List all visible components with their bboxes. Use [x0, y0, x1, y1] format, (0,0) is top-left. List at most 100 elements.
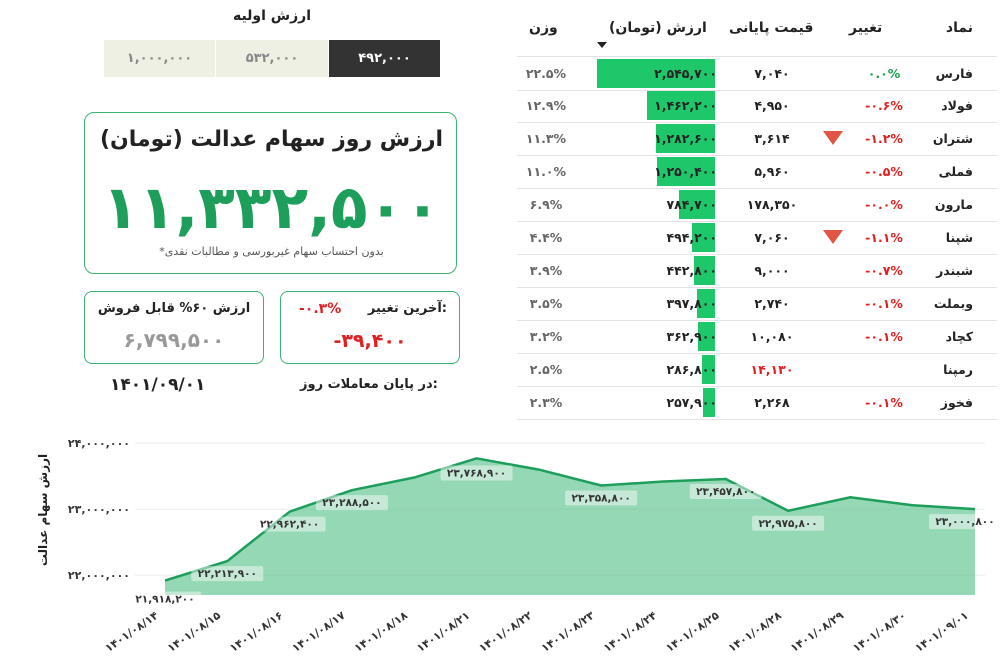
table-row[interactable]: فملی -۰.۵% ۵,۹۶۰ ۱,۲۵۰,۴۰۰ ۱۱.۰% [517, 155, 997, 189]
y-tick-label: ۲۲,۰۰۰,۰۰۰ [68, 569, 130, 582]
data-label: ۲۲,۹۷۵,۸۰۰ [758, 518, 817, 530]
weight-cell: ۱۲.۹% [525, 98, 567, 113]
weight-cell: ۶.۹% [529, 197, 563, 212]
sellable-value: ۶,۷۹۹,۵۰۰ [123, 328, 225, 352]
table-row[interactable]: شتران -۱.۲% ۳,۶۱۴ ۱,۲۸۲,۶۰۰ ۱۱.۳% [517, 122, 997, 156]
table-row[interactable]: فولاد -۰.۶% ۴,۹۵۰ ۱,۴۶۲,۲۰۰ ۱۲.۹% [517, 89, 997, 123]
weight-cell: ۳.۵% [529, 296, 563, 311]
x-tick-label: ۱۴۰۱/۰۸/۱۷ [290, 609, 348, 655]
data-label: ۲۲,۹۶۲,۴۰۰ [260, 519, 319, 531]
x-tick-label: ۱۴۰۱/۰۸/۱۴ [103, 609, 161, 655]
initial-value-option[interactable]: ۴۹۲,۰۰۰ [329, 40, 440, 77]
data-label: ۲۳,۳۵۸,۸۰۰ [572, 493, 631, 505]
change-cell: -۰.۶% [865, 98, 903, 113]
sellable-value-card: ارزش ۶۰% قابل فروش ۶,۷۹۹,۵۰۰ [84, 291, 264, 364]
data-label: ۲۳,۷۶۸,۹۰۰ [447, 467, 506, 479]
change-cell [855, 353, 913, 386]
daily-value-note: *بدون احتساب سهام غیربورسی و مطالبات نقد… [159, 245, 384, 258]
value-bar [703, 388, 715, 417]
table-row[interactable]: وبملت -۰.۱% ۲,۷۴۰ ۳۹۷,۸۰۰ ۳.۵% [517, 287, 997, 321]
change-cell: -۰.۱% [865, 395, 903, 410]
data-label-bg [565, 490, 638, 506]
change-cell: -۰.۱% [865, 296, 903, 311]
header-weight[interactable]: وزن [529, 20, 558, 36]
value-cell: ۱,۴۶۲,۲۰۰ [654, 98, 717, 113]
daily-value-card: ارزش روز سهام عدالت (تومان) ۱۱,۳۳۲,۵۰۰ *… [84, 112, 457, 274]
data-label-bg [315, 495, 388, 511]
table-row[interactable]: مارون -۰.۰% ۱۷۸,۳۵۰ ۷۸۴,۷۰۰ ۶.۹% [517, 188, 997, 222]
value-bar [696, 289, 715, 318]
y-tick-label: ۲۴,۰۰۰,۰۰۰ [68, 437, 130, 450]
last-change-percent: -۰.۳% [299, 301, 342, 317]
price-cell: ۲,۲۶۸ [754, 395, 790, 410]
header-value[interactable]: ارزش (تومان) [609, 20, 707, 36]
value-bar [698, 322, 715, 351]
end-of-day-label: در پایان معاملات روز: [300, 377, 438, 392]
initial-value-option[interactable]: ۱,۰۰۰,۰۰۰ [104, 40, 215, 77]
header-price[interactable]: قیمت پایانی [729, 20, 814, 36]
weight-cell: ۲.۳% [529, 395, 563, 410]
table-row[interactable]: رمپنا ۱۴,۱۳۰ ۲۸۶,۸۰۰ ۲.۵% [517, 353, 997, 387]
sort-desc-icon[interactable] [597, 42, 607, 48]
table-row[interactable]: کچاد -۰.۱% ۱۰,۰۸۰ ۳۶۲,۹۰۰ ۳.۲% [517, 320, 997, 354]
weight-cell: ۱۱.۳% [525, 131, 567, 146]
symbol-cell: وبملت [933, 296, 973, 311]
x-tick-label: ۱۴۰۱/۰۹/۰۱ [913, 609, 971, 655]
x-tick-label: ۱۴۰۱/۰۸/۳۰ [850, 609, 908, 655]
table-row[interactable]: شپنا -۱.۱% ۷,۰۶۰ ۴۹۴,۲۰۰ ۴.۴% [517, 221, 997, 255]
symbol-cell: شپنا [945, 230, 973, 245]
weight-cell: ۴.۴% [529, 230, 563, 245]
change-cell: -۱.۲% [865, 131, 903, 146]
x-tick-label: ۱۴۰۱/۰۸/۲۸ [726, 609, 784, 655]
weight-cell: ۲.۵% [529, 362, 563, 377]
price-cell: ۵,۹۶۰ [754, 164, 790, 179]
data-label-bg [929, 514, 1000, 530]
value-cell: ۱,۲۵۰,۴۰۰ [654, 164, 717, 179]
symbol-cell: فولاد [941, 98, 973, 113]
price-cell: ۷,۰۶۰ [754, 230, 790, 245]
symbol-cell: رمپنا [943, 362, 973, 377]
x-tick-label: ۱۴۰۱/۰۸/۲۹ [788, 609, 846, 655]
change-cell: -۰.۱% [865, 329, 903, 344]
x-tick-label: ۱۴۰۱/۰۸/۱۵ [165, 609, 223, 655]
price-cell: ۳,۶۱۴ [754, 131, 790, 146]
weight-cell: ۱۱.۰% [525, 164, 567, 179]
last-change-card: -۰.۳% آخرین تغییر: -۳۹,۴۰۰ [280, 291, 460, 364]
header-symbol[interactable]: نماد [945, 20, 973, 36]
x-tick-label: ۱۴۰۱/۰۸/۲۲ [477, 609, 535, 655]
data-label-bg [689, 483, 762, 499]
symbol-cell: مارون [934, 197, 973, 212]
value-bar [597, 59, 715, 88]
x-tick-label: ۱۴۰۱/۰۸/۲۱ [414, 609, 472, 655]
value-bar [678, 190, 715, 219]
value-cell: ۲,۵۴۵,۷۰۰ [654, 66, 717, 81]
table-row[interactable]: شبندر -۰.۷% ۹,۰۰۰ ۴۴۲,۸۰۰ ۳.۹% [517, 254, 997, 288]
price-cell: ۱۴,۱۳۰ [750, 362, 794, 377]
price-cell: ۲,۷۴۰ [754, 296, 790, 311]
data-label-bg [752, 515, 825, 531]
change-cell: -۰.۵% [865, 164, 903, 179]
change-cell: ۰.۰% [867, 66, 901, 81]
initial-value-title: ارزش اولیه [232, 8, 312, 24]
header-change[interactable]: تغییر [849, 20, 883, 36]
table-row[interactable]: فخوز -۰.۱% ۲,۲۶۸ ۲۵۷,۹۰۰ ۲.۳% [517, 386, 997, 420]
x-tick-label: ۱۴۰۱/۰۸/۲۵ [663, 609, 721, 655]
price-cell: ۴,۹۵۰ [754, 98, 790, 113]
price-cell: ۷,۰۴۰ [754, 66, 790, 81]
x-tick-label: ۱۴۰۱/۰۸/۱۸ [352, 609, 410, 655]
data-label: ۲۳,۰۰۰,۸۰۰ [935, 516, 994, 528]
y-tick-label: ۲۳,۰۰۰,۰۰۰ [68, 503, 130, 516]
table-row[interactable]: فارس ۰.۰% ۷,۰۴۰ ۲,۵۴۵,۷۰۰ ۲۲.۵% [517, 56, 997, 91]
symbol-cell: فملی [938, 164, 973, 179]
data-label-bg [253, 516, 326, 532]
weight-cell: ۲۲.۵% [525, 66, 567, 81]
value-cell: ۳۹۷,۸۰۰ [666, 296, 717, 311]
value-bar [692, 223, 715, 252]
data-label-bg [440, 465, 513, 481]
value-cell: ۲۵۷,۹۰۰ [666, 395, 717, 410]
end-of-day-date: ۱۴۰۱/۰۹/۰۱ [110, 375, 206, 395]
initial-value-option[interactable]: ۵۳۲,۰۰۰ [216, 40, 328, 77]
x-tick-label: ۱۴۰۱/۰۸/۲۴ [601, 609, 659, 655]
value-bar [701, 355, 715, 384]
data-label: ۲۳,۴۵۷,۸۰۰ [696, 486, 755, 498]
